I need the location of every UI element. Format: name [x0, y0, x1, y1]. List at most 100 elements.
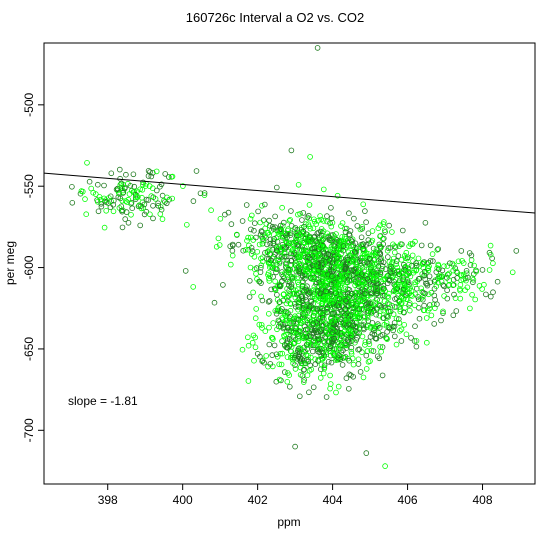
data-point: [380, 221, 387, 227]
data-point: [266, 341, 273, 348]
data-point: [133, 194, 140, 200]
data-point: [400, 261, 407, 268]
data-point: [243, 202, 250, 208]
data-point: [333, 255, 340, 262]
data-point: [384, 254, 391, 260]
data-point: [69, 184, 75, 190]
data-point: [378, 304, 385, 310]
data-point: [450, 312, 457, 319]
data-point: [275, 305, 282, 311]
data-point: [421, 259, 428, 265]
data-point: [328, 298, 335, 304]
data-point: [328, 359, 335, 366]
data-point: [444, 295, 451, 302]
data-point: [327, 220, 333, 226]
data-point: [393, 341, 400, 348]
data-point: [380, 315, 387, 321]
data-point: [378, 348, 384, 355]
data-point: [252, 220, 258, 227]
data-point: [265, 230, 272, 236]
data-point: [463, 267, 470, 274]
data-point: [483, 291, 489, 298]
data-point: [256, 321, 263, 328]
data-point: [257, 353, 263, 360]
data-point: [356, 275, 362, 282]
data-point: [433, 283, 440, 290]
data-point: [259, 203, 265, 209]
data-point: [389, 229, 395, 235]
data-point: [103, 199, 110, 206]
data-point: [69, 200, 76, 206]
data-point: [117, 182, 124, 188]
data-point: [467, 262, 474, 268]
data-point: [360, 246, 366, 252]
data-point: [262, 250, 268, 256]
y-tick-label: -700: [22, 418, 36, 442]
data-point: [345, 321, 352, 328]
data-point: [325, 274, 331, 281]
data-point: [368, 290, 374, 297]
data-point: [396, 243, 402, 249]
data-point: [347, 228, 354, 234]
data-point: [413, 337, 420, 344]
data-point: [325, 358, 332, 365]
data-point: [372, 335, 379, 342]
data-point: [370, 279, 377, 286]
data-point: [251, 357, 257, 364]
data-point: [201, 192, 208, 198]
data-point: [307, 274, 314, 281]
data-point: [314, 306, 320, 312]
data-point: [317, 328, 324, 335]
data-point: [121, 185, 128, 192]
data-point: [312, 260, 319, 267]
data-point: [258, 262, 265, 269]
data-point: [299, 297, 306, 304]
data-point: [439, 267, 446, 274]
data-point: [322, 334, 329, 341]
data-point: [393, 304, 400, 310]
data-point: [256, 278, 263, 285]
data-point: [267, 236, 274, 243]
data-point: [277, 228, 284, 235]
data-point: [370, 324, 377, 331]
data-point: [328, 326, 335, 333]
data-point: [327, 381, 334, 387]
data-point: [314, 346, 321, 353]
data-point: [288, 258, 294, 264]
data-point: [111, 197, 117, 204]
data-point: [360, 201, 367, 208]
data-point: [292, 443, 298, 450]
data-point: [353, 274, 360, 281]
data-point: [403, 249, 410, 256]
data-point: [384, 336, 390, 342]
data-point: [293, 323, 300, 330]
y-tick-label: -500: [22, 93, 36, 117]
data-point: [184, 222, 190, 228]
data-point: [435, 279, 441, 286]
data-point: [467, 305, 473, 312]
data-point: [279, 244, 286, 251]
data-point: [349, 333, 355, 339]
data-point: [272, 278, 278, 285]
data-point: [286, 383, 293, 390]
data-point: [343, 322, 350, 329]
data-point: [162, 171, 169, 177]
data-point: [278, 377, 284, 384]
data-point: [379, 372, 386, 379]
data-point: [314, 329, 321, 335]
data-point: [324, 338, 331, 345]
data-point: [327, 274, 334, 281]
data-point: [310, 384, 317, 391]
data-point: [352, 323, 359, 330]
data-point: [272, 286, 279, 293]
data-point: [359, 226, 365, 232]
data-point: [385, 294, 392, 301]
data-point: [438, 278, 445, 285]
data-point: [377, 222, 383, 229]
data-point: [227, 243, 234, 250]
data-point: [370, 275, 377, 282]
data-point: [267, 240, 274, 247]
data-point: [315, 358, 321, 364]
data-point: [362, 339, 369, 345]
data-point: [367, 256, 373, 262]
